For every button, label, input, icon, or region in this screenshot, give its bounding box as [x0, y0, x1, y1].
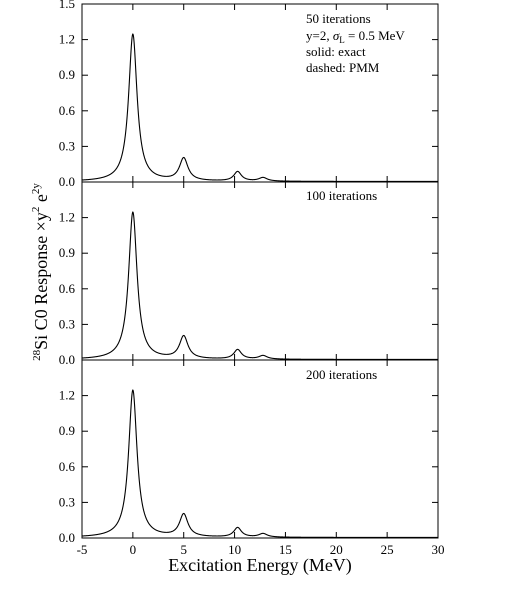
- y-tick-label: 0.6: [59, 281, 76, 296]
- y-label-exponent: 2y: [30, 183, 42, 195]
- y-tick-label: 0.3: [59, 138, 75, 153]
- x-axis-ticks: -5 0 5 10 15 20 25 30: [77, 542, 445, 557]
- y-tick-label: 1.2: [59, 388, 75, 403]
- y-tick-label: 0.6: [59, 103, 76, 118]
- y-tick-label: 0.9: [59, 67, 75, 82]
- annotation-bottom-iterations: 200 iterations: [306, 367, 377, 382]
- x-tick-label: -5: [77, 542, 88, 557]
- x-tick-label: 20: [330, 542, 343, 557]
- x-tick-label: 5: [180, 542, 187, 557]
- x-tick-label: 0: [130, 542, 137, 557]
- response-curve: [81, 33, 438, 183]
- x-axis-label: Excitation Energy (MeV): [168, 555, 352, 576]
- annotation-params-suffix: = 0.5 MeV: [345, 28, 406, 43]
- annotation-params-sub: L: [339, 35, 345, 45]
- y-tick-label: 0.6: [59, 459, 76, 474]
- y-label-square: 2: [30, 207, 42, 213]
- y-axis-label: 28Si C0 Response ×y2 e2y: [30, 183, 51, 361]
- annotation-top-dashed: dashed: PMM: [306, 60, 380, 75]
- x-tick-label: 25: [381, 542, 394, 557]
- y-tick-label: 1.5: [59, 0, 75, 11]
- y-tick-label: 1.2: [59, 210, 75, 225]
- annotation-top-params: y=2, σL = 0.5 MeV: [306, 28, 405, 45]
- y-tick-label: 0.0: [59, 530, 75, 545]
- y-tick-label: 0.0: [59, 174, 75, 189]
- panel-frame: [81, 359, 439, 539]
- y-tick-label: 0.9: [59, 245, 75, 260]
- y-tick-label: 0.0: [59, 352, 75, 367]
- panel-middle: 0.0 0.3 0.6 0.9 1.2: [59, 181, 439, 367]
- response-curve: [81, 211, 438, 361]
- y-tick-label: 1.2: [59, 32, 75, 47]
- y-tick-label: 0.3: [59, 316, 75, 331]
- y-label-e: e: [31, 194, 51, 207]
- panel-bottom: 0.0 0.3 0.6 0.9 1.2: [59, 359, 439, 545]
- annotation-top-iterations: 50 iterations: [306, 11, 371, 26]
- annotation-params-sigma: σ: [333, 28, 340, 43]
- response-curve: [81, 389, 438, 539]
- panels: 0.00.30.60.91.21.50.00.30.60.91.20.00.30…: [59, 0, 439, 545]
- y-tick-label: 0.3: [59, 494, 75, 509]
- annotation-top-solid: solid: exact: [306, 44, 366, 59]
- x-tick-label: 30: [432, 542, 445, 557]
- panel-frame: [81, 181, 439, 361]
- y-label-main: Si C0 Response ×y: [31, 212, 51, 350]
- annotation-params-prefix: y=2,: [306, 28, 333, 43]
- x-tick-label: 15: [279, 542, 292, 557]
- y-label-isotope: 28: [31, 349, 43, 361]
- annotation-middle-iterations: 100 iterations: [306, 188, 377, 203]
- x-tick-label: 10: [228, 542, 241, 557]
- y-tick-label: 0.9: [59, 423, 75, 438]
